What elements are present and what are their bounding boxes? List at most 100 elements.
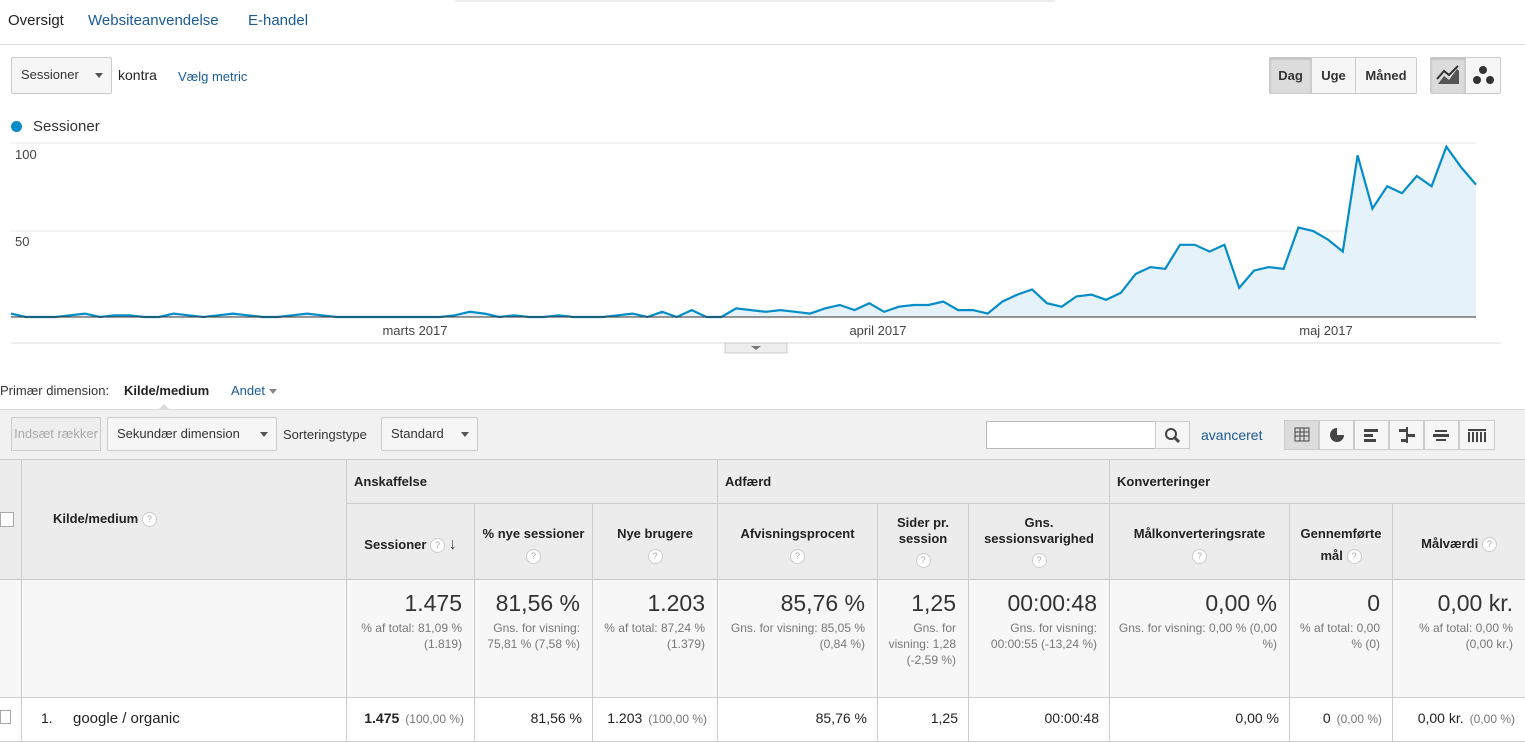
line-chart-button[interactable] bbox=[1430, 57, 1466, 94]
insert-rows-button[interactable]: Indsæt rækker bbox=[11, 417, 101, 451]
col-bounce-label: Afvisningsprocent bbox=[740, 526, 855, 541]
tab-site-usage[interactable]: Websiteanvendelse bbox=[88, 12, 219, 29]
table-view-button[interactable] bbox=[1284, 420, 1319, 450]
col-new-sessions-header[interactable]: % nye sessioner ? bbox=[475, 523, 592, 567]
help-icon[interactable]: ? bbox=[1031, 553, 1047, 568]
pie-view-button[interactable] bbox=[1319, 420, 1354, 450]
total-value: 00:00:48 bbox=[1007, 590, 1097, 616]
other-dimension-label: Andet bbox=[231, 383, 265, 398]
help-icon[interactable]: ? bbox=[1192, 549, 1207, 565]
col-goal-rate-header[interactable]: Målkonverteringsrate? bbox=[1110, 523, 1289, 567]
col-goals-completed-header[interactable]: Gennemførte mål ? bbox=[1290, 523, 1392, 567]
col-new-sessions-label: % nye sessioner bbox=[482, 526, 585, 541]
y-tick-50: 50 bbox=[15, 234, 29, 249]
comparison-view-button[interactable] bbox=[1389, 420, 1424, 450]
x-label-april: april 2017 bbox=[849, 323, 906, 338]
total-value: 81,56 % bbox=[495, 590, 580, 616]
sessions-chart: 100 50 marts 2017 april 2017 maj 2017 bbox=[10, 142, 1501, 354]
week-button[interactable]: Uge bbox=[1311, 57, 1356, 94]
bubble-chart-icon bbox=[1473, 66, 1494, 84]
help-icon[interactable]: ? bbox=[430, 538, 446, 554]
col-goal-value-header[interactable]: Målværdi ? bbox=[1393, 536, 1525, 553]
motion-chart-button[interactable] bbox=[1465, 57, 1501, 94]
sort-type-select[interactable]: Standard bbox=[381, 417, 478, 451]
advanced-link[interactable]: avanceret bbox=[1201, 427, 1263, 443]
col-divider bbox=[717, 459, 718, 742]
col-duration-header[interactable]: Gns. sessionsvarighed? bbox=[969, 515, 1109, 568]
select-all-checkbox[interactable] bbox=[0, 512, 14, 527]
help-icon[interactable]: ? bbox=[141, 512, 157, 528]
help-icon[interactable]: ? bbox=[1346, 549, 1362, 565]
other-dimension-link[interactable]: Andet bbox=[231, 383, 277, 398]
total-subtext: Gns. for visning: 0,00 % (0,00 %) bbox=[1118, 621, 1277, 651]
row-cell: 00:00:48 bbox=[969, 710, 1100, 726]
active-pointer bbox=[158, 404, 170, 410]
row-cell-percent: (100,00 %) bbox=[648, 712, 707, 726]
group-behavior: Adfærd bbox=[725, 474, 772, 489]
total-subtext: Gns. for visning: 75,81 % (7,58 %) bbox=[487, 621, 580, 651]
chevron-down-icon bbox=[461, 432, 469, 437]
row-cell-value: 0,00 kr. bbox=[1417, 710, 1464, 726]
row-source-medium[interactable]: google / organic bbox=[73, 710, 180, 727]
pie-icon bbox=[1330, 428, 1344, 442]
col-bounce-header[interactable]: Afvisningsprocent? bbox=[718, 523, 877, 567]
chevron-down-icon bbox=[260, 432, 268, 437]
grid-icon bbox=[1294, 427, 1310, 442]
row-cell-percent: (100,00 %) bbox=[405, 712, 464, 726]
help-icon[interactable]: ? bbox=[1481, 537, 1497, 553]
totals-row bbox=[0, 579, 1525, 697]
choose-metric-link[interactable]: Vælg metric bbox=[178, 69, 248, 84]
total-subtext: Gns. for visning: 85,05 % (0,84 %) bbox=[730, 621, 865, 651]
term-cloud-view-button[interactable] bbox=[1424, 420, 1459, 450]
col-sessions-header[interactable]: Sessioner ? ↓ bbox=[347, 536, 474, 554]
month-button[interactable]: Måned bbox=[1355, 57, 1417, 94]
row-checkbox[interactable] bbox=[0, 710, 11, 724]
table-search-input[interactable] bbox=[986, 421, 1156, 449]
col-divider bbox=[21, 459, 22, 742]
help-icon[interactable]: ? bbox=[526, 549, 541, 565]
col-new-users-label: Nye brugere bbox=[617, 526, 693, 541]
metric-select[interactable]: Sessioner bbox=[11, 57, 112, 94]
col-pages-header[interactable]: Sider pr. session? bbox=[878, 515, 968, 568]
col-goal-value-label: Målværdi bbox=[1421, 536, 1479, 551]
total-subtext: Gns. for visning: 00:00:55 (-13,24 %) bbox=[990, 621, 1097, 651]
row-cell-value: 1.203 bbox=[607, 710, 643, 726]
sessions-area bbox=[11, 146, 1476, 317]
total-subtext: Gns. for visning: 1,28 (-2,59 %) bbox=[888, 621, 956, 667]
col-divider bbox=[968, 503, 969, 742]
total-value: 1,25 bbox=[911, 590, 956, 616]
secondary-dimension-select[interactable]: Sekundær dimension bbox=[107, 417, 277, 451]
search-button[interactable] bbox=[1155, 421, 1190, 449]
legend-label: Sessioner bbox=[33, 118, 100, 135]
row-cell: 1,25 bbox=[878, 710, 958, 726]
tab-ecommerce[interactable]: E-handel bbox=[248, 12, 309, 29]
primary-dimension-label: Primær dimension: bbox=[0, 383, 110, 398]
pivot-view-button[interactable] bbox=[1459, 420, 1495, 450]
primary-dimension-value[interactable]: Kilde/medium bbox=[124, 383, 210, 398]
tab-overview[interactable]: Oversigt bbox=[8, 12, 64, 29]
help-icon[interactable]: ? bbox=[915, 553, 931, 568]
x-label-may: maj 2017 bbox=[1299, 323, 1352, 338]
row-cell: 1.475 (100,00 %) bbox=[347, 710, 464, 726]
performance-view-button[interactable] bbox=[1354, 420, 1389, 450]
help-icon[interactable]: ? bbox=[647, 549, 663, 565]
col-new-users-header[interactable]: Nye brugere? bbox=[593, 523, 717, 567]
table-header bbox=[0, 459, 1525, 580]
row-cell: 0 (0,00 %) bbox=[1290, 710, 1382, 726]
sessions-series-line bbox=[10, 144, 1477, 319]
secondary-dimension-label: Sekundær dimension bbox=[117, 426, 240, 441]
dimension-header[interactable]: Kilde/medium ? bbox=[53, 511, 157, 528]
total-subtext: % af total: 87,24 % (1.379) bbox=[604, 621, 705, 651]
help-icon[interactable]: ? bbox=[790, 549, 805, 565]
col-divider bbox=[346, 459, 347, 742]
col-duration-label: Gns. sessionsvarighed bbox=[984, 515, 1094, 546]
row-cell: 85,76 % bbox=[718, 710, 867, 726]
bar-icon bbox=[1364, 429, 1378, 442]
row-divider bbox=[0, 579, 1525, 580]
total-value: 1.203 bbox=[647, 590, 705, 616]
total-value: 1.475 bbox=[404, 590, 462, 616]
row-cell-value: 0,00 % bbox=[1235, 710, 1279, 726]
row-index: 1. bbox=[41, 710, 53, 726]
day-button[interactable]: Dag bbox=[1269, 57, 1312, 94]
col-sessions-label: Sessioner bbox=[364, 537, 427, 552]
